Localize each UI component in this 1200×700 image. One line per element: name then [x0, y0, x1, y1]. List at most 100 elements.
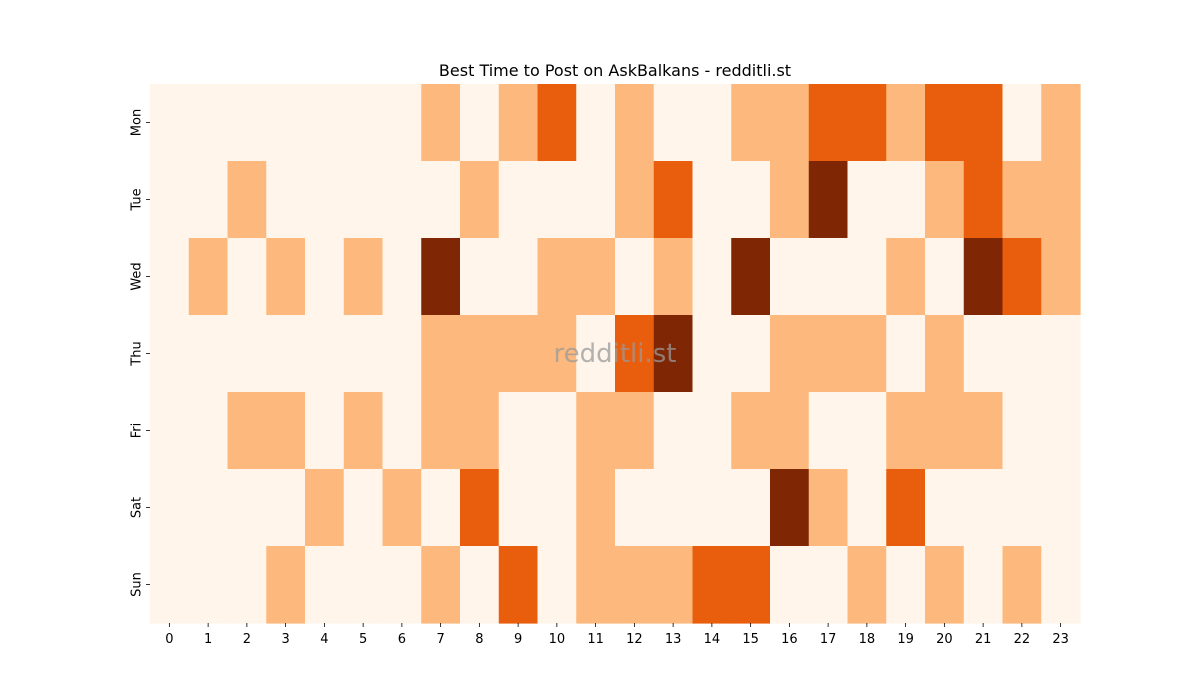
heatmap-cell-fri-5 [343, 392, 384, 470]
x-tick-label: 0 [165, 632, 173, 647]
heatmap-cell-tue-8 [460, 161, 500, 239]
heatmap-cell-mon-0 [150, 84, 190, 162]
heatmap-cell-tue-12 [615, 161, 655, 239]
heatmap-cell-wed-12 [615, 238, 655, 316]
heatmap-cell-thu-17 [808, 315, 849, 393]
chart-title: Best Time to Post on AskBalkans - reddit… [439, 61, 791, 80]
x-tick-label: 9 [514, 632, 522, 647]
heatmap-cell-sat-10 [537, 469, 577, 547]
heatmap-cell-sat-15 [731, 469, 771, 547]
heatmap-cell-wed-8 [460, 238, 500, 316]
x-tick-label: 3 [281, 632, 289, 647]
heatmap-cell-thu-13 [653, 315, 694, 393]
heatmap-cell-wed-15 [731, 238, 771, 316]
heatmap-cell-mon-2 [227, 84, 267, 162]
heatmap-cell-fri-19 [886, 392, 926, 470]
heatmap-cell-sat-19 [886, 469, 926, 547]
heatmap-cell-wed-16 [770, 238, 810, 316]
heatmap-cell-sat-12 [615, 469, 655, 547]
heatmap-cell-wed-3 [266, 238, 306, 316]
heatmap-cell-wed-17 [808, 238, 849, 316]
heatmap-cell-thu-11 [576, 315, 616, 393]
heatmap-cell-fri-10 [537, 392, 577, 470]
heatmap-cell-sun-9 [498, 546, 539, 624]
heatmap-cell-sat-23 [1041, 469, 1081, 547]
heatmap-cell-fri-7 [421, 392, 461, 470]
heatmap-cell-tue-21 [963, 161, 1004, 239]
heatmap-cell-sun-7 [421, 546, 461, 624]
heatmap-cell-wed-14 [692, 238, 732, 316]
heatmap-cell-mon-23 [1041, 84, 1081, 162]
x-tick-label: 22 [1014, 632, 1031, 647]
heatmap-cell-fri-16 [770, 392, 810, 470]
x-tick-label: 11 [587, 632, 604, 647]
heatmap-cell-wed-6 [382, 238, 422, 316]
heatmap-cell-fri-14 [692, 392, 732, 470]
heatmap-cell-tue-19 [886, 161, 926, 239]
y-tick-label: Wed [130, 262, 145, 290]
heatmap-cell-sat-11 [576, 469, 616, 547]
heatmap-cell-sun-6 [382, 546, 422, 624]
heatmap-cell-wed-23 [1041, 238, 1081, 316]
x-tick-label: 19 [897, 632, 914, 647]
heatmap-cell-fri-4 [305, 392, 345, 470]
x-tick-label: 16 [781, 632, 798, 647]
heatmap-cell-sat-6 [382, 469, 422, 547]
heatmap-cell-fri-6 [382, 392, 422, 470]
heatmap-cell-sun-11 [576, 546, 616, 624]
x-tick-label: 21 [975, 632, 992, 647]
heatmap-cell-wed-19 [886, 238, 926, 316]
heatmap-cell-sun-8 [460, 546, 500, 624]
x-tick-label: 12 [626, 632, 643, 647]
heatmap-cell-sat-4 [305, 469, 345, 547]
y-tick-label: Thu [130, 341, 145, 366]
heatmap-cell-wed-5 [343, 238, 384, 316]
heatmap-cell-wed-1 [188, 238, 229, 316]
heatmap-cell-thu-3 [266, 315, 306, 393]
heatmap-cell-mon-11 [576, 84, 616, 162]
heatmap-cell-mon-5 [343, 84, 384, 162]
heatmap-cell-thu-18 [847, 315, 887, 393]
heatmap-cell-tue-23 [1041, 161, 1081, 239]
heatmap-cell-sat-9 [498, 469, 539, 547]
heatmap-cell-thu-8 [460, 315, 500, 393]
heatmap-cell-sun-10 [537, 546, 577, 624]
heatmap-cell-fri-15 [731, 392, 771, 470]
heatmap-cell-fri-17 [808, 392, 849, 470]
heatmap-cell-mon-8 [460, 84, 500, 162]
heatmap-cell-fri-2 [227, 392, 267, 470]
heatmap-cell-tue-3 [266, 161, 306, 239]
heatmap-cell-wed-10 [537, 238, 577, 316]
heatmap-cell-sat-17 [808, 469, 849, 547]
heatmap-cell-sun-23 [1041, 546, 1081, 624]
heatmap-cell-mon-22 [1002, 84, 1042, 162]
heatmap-cell-wed-21 [963, 238, 1004, 316]
heatmap-cell-sun-21 [963, 546, 1004, 624]
heatmap-cell-thu-7 [421, 315, 461, 393]
heatmap-cell-wed-18 [847, 238, 887, 316]
heatmap-cell-tue-17 [808, 161, 849, 239]
x-tick-label: 13 [665, 632, 682, 647]
heatmap-cell-thu-5 [343, 315, 384, 393]
heatmap-cell-mon-3 [266, 84, 306, 162]
heatmap-cell-sat-3 [266, 469, 306, 547]
heatmap-cell-thu-23 [1041, 315, 1081, 393]
heatmap-cell-thu-6 [382, 315, 422, 393]
heatmap-cell-tue-13 [653, 161, 694, 239]
heatmap-cell-sun-17 [808, 546, 849, 624]
heatmap-cell-wed-13 [653, 238, 694, 316]
x-tick-label: 15 [742, 632, 759, 647]
heatmap-cell-wed-9 [498, 238, 539, 316]
heatmap-cell-sun-18 [847, 546, 887, 624]
heatmap-cell-mon-1 [188, 84, 229, 162]
heatmap-cell-fri-18 [847, 392, 887, 470]
heatmap-cell-wed-0 [150, 238, 190, 316]
y-tick-label: Sun [130, 572, 145, 597]
heatmap-cell-tue-14 [692, 161, 732, 239]
heatmap-cell-wed-2 [227, 238, 267, 316]
heatmap-cell-thu-2 [227, 315, 267, 393]
heatmap-cell-mon-4 [305, 84, 345, 162]
x-tick-label: 17 [820, 632, 837, 647]
y-tick-label: Mon [130, 109, 145, 136]
